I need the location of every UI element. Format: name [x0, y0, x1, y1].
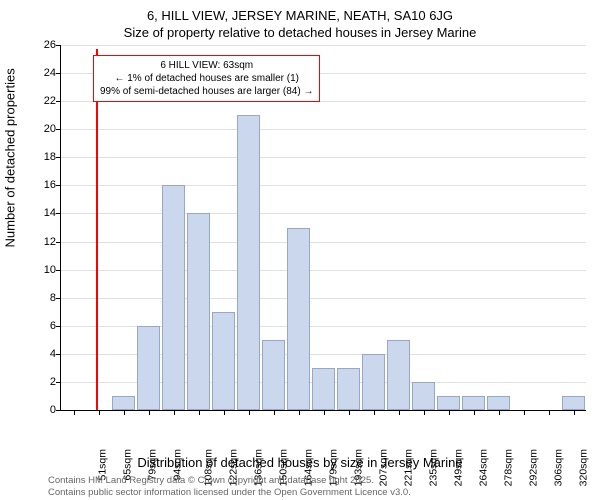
xtick-mark: [74, 410, 75, 415]
ytick-mark: [56, 185, 61, 186]
xtick-mark: [324, 410, 325, 415]
title-sub: Size of property relative to detached ho…: [0, 25, 600, 40]
xtick-mark: [299, 410, 300, 415]
ytick-mark: [56, 101, 61, 102]
gridline: [61, 213, 586, 214]
ytick-label: 20: [31, 123, 56, 135]
gridline: [61, 270, 586, 271]
xtick-mark: [549, 410, 550, 415]
ytick-label: 22: [31, 95, 56, 107]
ytick-mark: [56, 73, 61, 74]
ytick-label: 12: [31, 236, 56, 248]
ytick-mark: [56, 382, 61, 383]
ytick-label: 14: [31, 207, 56, 219]
xtick-mark: [149, 410, 150, 415]
histogram-bar: [312, 368, 336, 410]
gridline: [61, 185, 586, 186]
histogram-bar: [412, 382, 436, 410]
histogram-bar: [212, 312, 236, 410]
histogram-bar: [262, 340, 286, 410]
xtick-mark: [499, 410, 500, 415]
ytick-label: 10: [31, 264, 56, 276]
ytick-mark: [56, 270, 61, 271]
gridline: [61, 298, 586, 299]
ytick-mark: [56, 326, 61, 327]
plot-area: 0246810121416182022242651sqm65sqm79sqm94…: [60, 45, 586, 411]
xtick-mark: [374, 410, 375, 415]
ytick-mark: [56, 354, 61, 355]
xtick-mark: [399, 410, 400, 415]
ytick-label: 4: [31, 348, 56, 360]
xtick-mark: [274, 410, 275, 415]
ytick-mark: [56, 242, 61, 243]
xtick-mark: [99, 410, 100, 415]
callout-box: 6 HILL VIEW: 63sqm← 1% of detached house…: [93, 55, 320, 102]
histogram-bar: [437, 396, 461, 410]
xtick-mark: [249, 410, 250, 415]
ytick-label: 18: [31, 151, 56, 163]
footer-license: Contains public sector information licen…: [48, 487, 411, 498]
ytick-label: 24: [31, 67, 56, 79]
ytick-mark: [56, 213, 61, 214]
xtick-mark: [524, 410, 525, 415]
ytick-label: 26: [31, 39, 56, 51]
ytick-label: 8: [31, 292, 56, 304]
histogram-bar: [237, 115, 261, 410]
gridline: [61, 129, 586, 130]
x-axis-label: Distribution of detached houses by size …: [0, 455, 600, 470]
ytick-mark: [56, 157, 61, 158]
xtick-mark: [574, 410, 575, 415]
histogram-bar: [487, 396, 511, 410]
histogram-bar: [137, 326, 161, 410]
histogram-bar: [337, 368, 361, 410]
histogram-bar: [387, 340, 411, 410]
xtick-mark: [199, 410, 200, 415]
ytick-mark: [56, 298, 61, 299]
footer-attribution: Contains HM Land Registry data © Crown c…: [48, 475, 374, 486]
histogram-bar: [187, 213, 211, 410]
xtick-mark: [349, 410, 350, 415]
subject-marker-line: [96, 49, 98, 410]
histogram-bar: [562, 396, 586, 410]
ytick-mark: [56, 129, 61, 130]
ytick-mark: [56, 45, 61, 46]
gridline: [61, 45, 586, 46]
ytick-mark: [56, 410, 61, 411]
histogram-bar: [112, 396, 136, 410]
ytick-label: 16: [31, 179, 56, 191]
ytick-label: 0: [31, 404, 56, 416]
y-axis-label: Number of detached properties: [3, 68, 18, 247]
gridline: [61, 242, 586, 243]
callout-line: 99% of semi-detached houses are larger (…: [100, 85, 313, 98]
ytick-label: 6: [31, 320, 56, 332]
ytick-label: 2: [31, 376, 56, 388]
xtick-mark: [449, 410, 450, 415]
histogram-bar: [462, 396, 486, 410]
xtick-mark: [124, 410, 125, 415]
histogram-bar: [162, 185, 186, 410]
histogram-bar: [287, 228, 311, 411]
callout-line: ← 1% of detached houses are smaller (1): [100, 72, 313, 85]
histogram-bar: [362, 354, 386, 410]
xtick-mark: [174, 410, 175, 415]
title-main: 6, HILL VIEW, JERSEY MARINE, NEATH, SA10…: [0, 8, 600, 23]
xtick-mark: [474, 410, 475, 415]
xtick-mark: [424, 410, 425, 415]
xtick-mark: [224, 410, 225, 415]
callout-line: 6 HILL VIEW: 63sqm: [100, 59, 313, 72]
gridline: [61, 157, 586, 158]
